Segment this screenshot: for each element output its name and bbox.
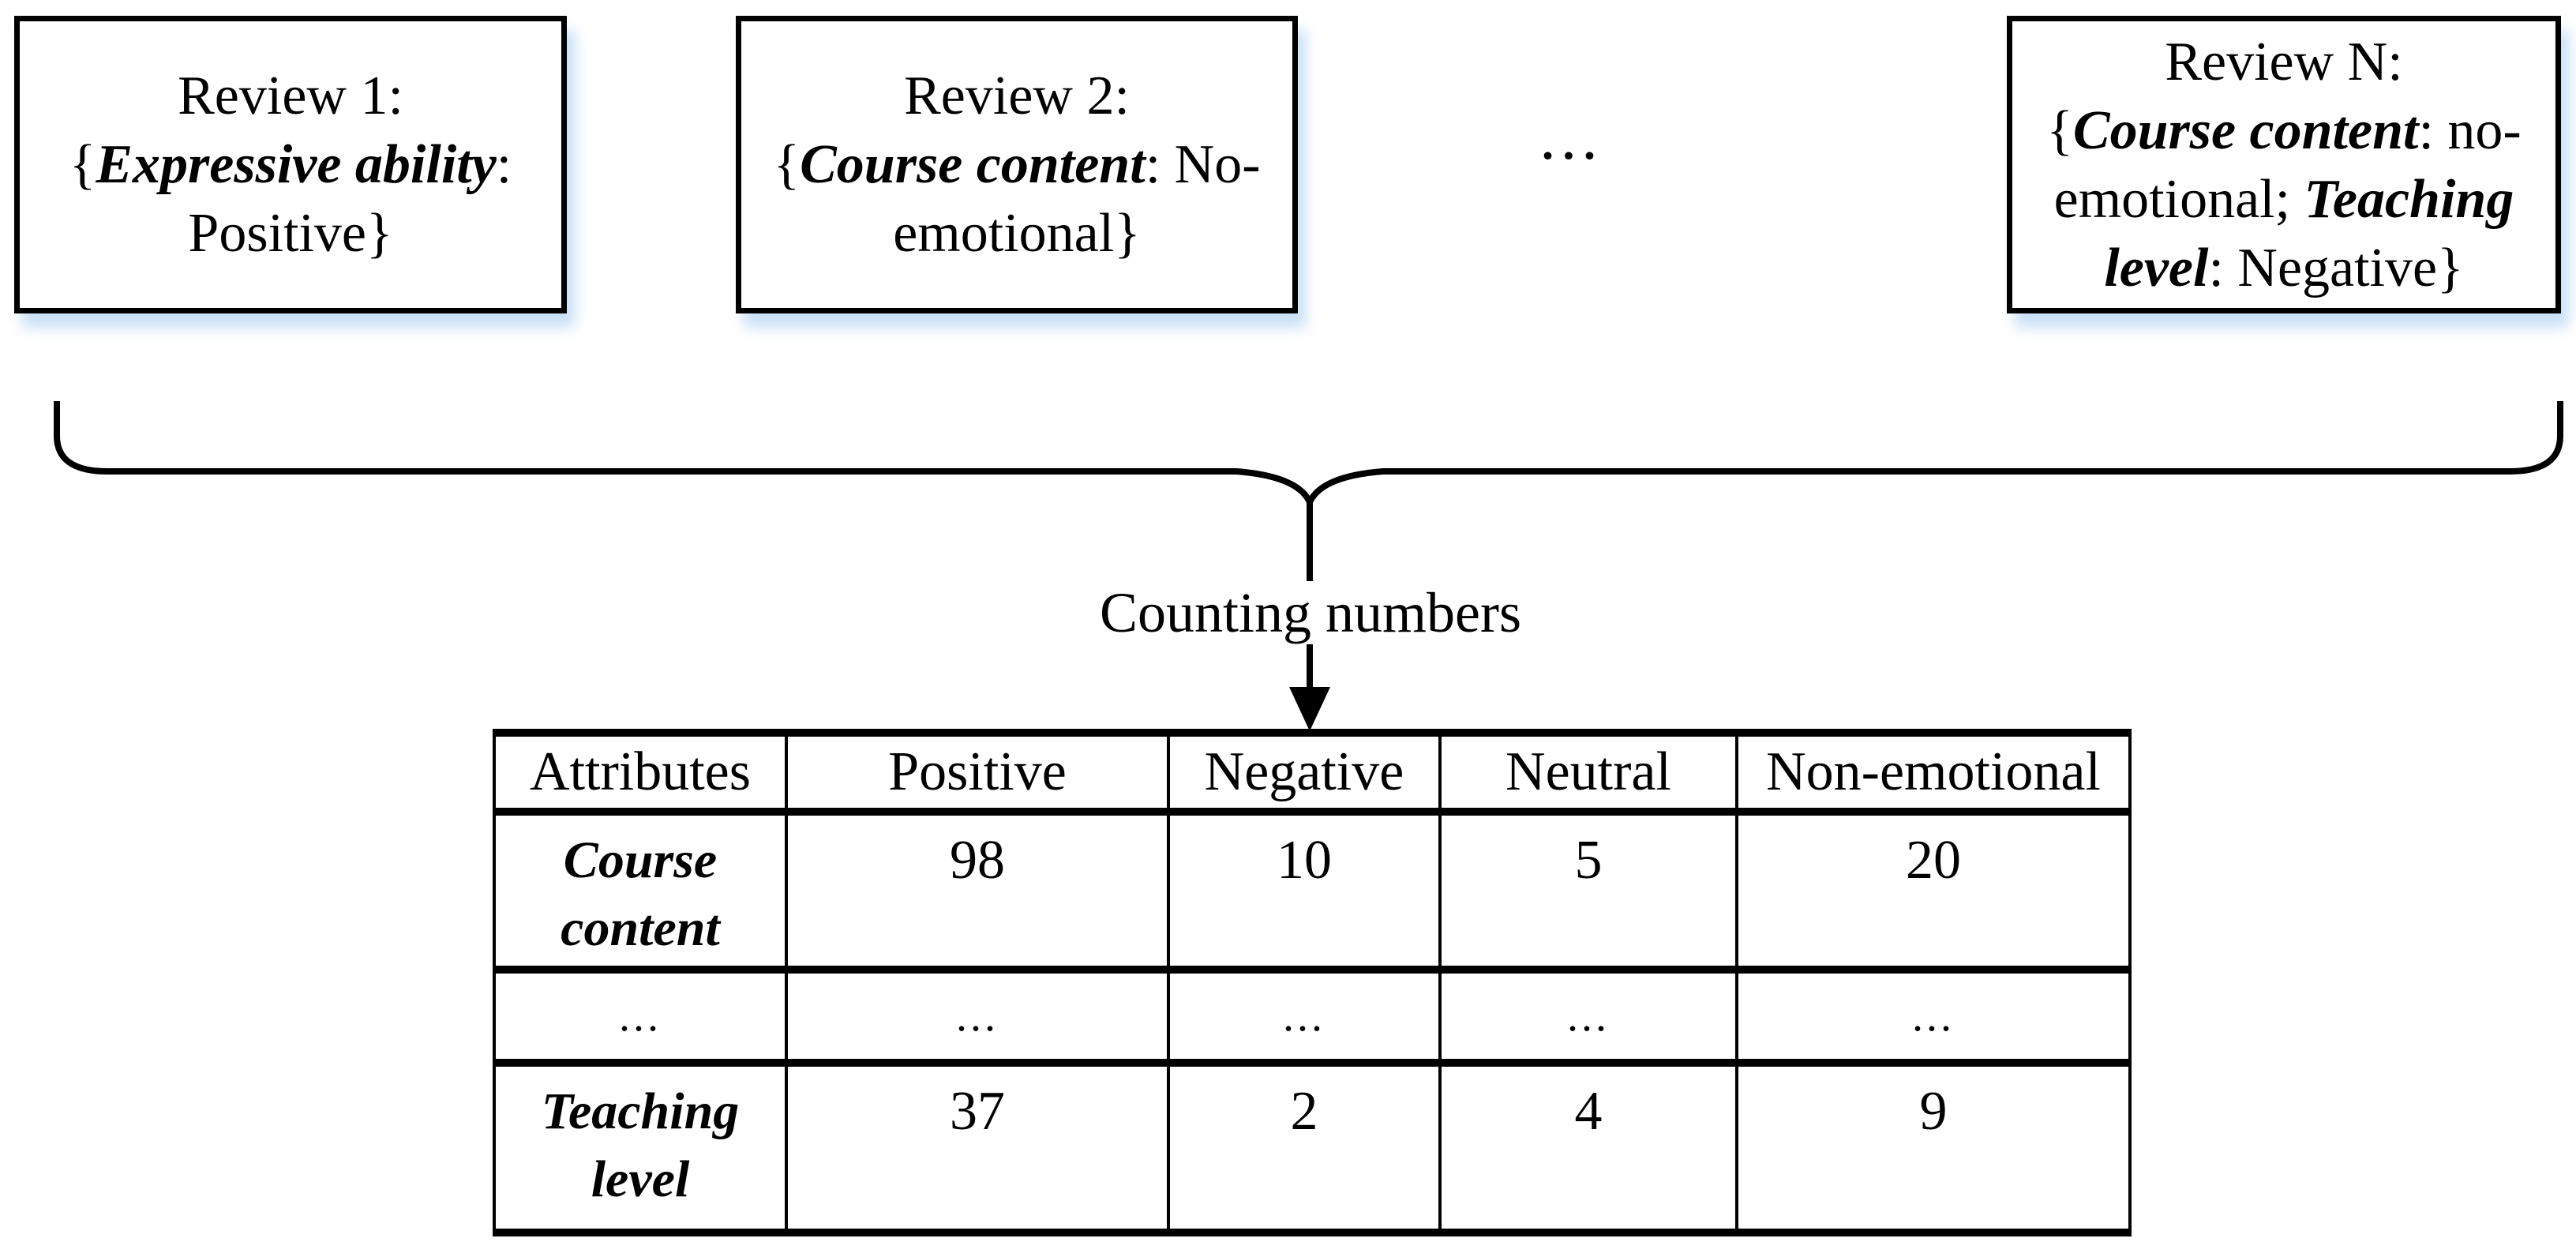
- counts-table: Attributes Positive Negative Neutral Non…: [493, 729, 2132, 1236]
- table-cell: ...: [1738, 974, 2128, 1067]
- table-header-positive: Positive: [788, 737, 1170, 816]
- colon-value: : no-: [2418, 99, 2522, 161]
- table-header-neutral: Neutral: [1442, 737, 1738, 816]
- review-n-attribute-line-2: emotional; Teaching: [2012, 165, 2555, 234]
- table-cell: 98: [788, 816, 1170, 974]
- table-row-attribute: Course content: [496, 816, 788, 974]
- table-cell: ...: [788, 974, 1170, 1067]
- review-2-sentiment-line: emotional}: [741, 199, 1292, 268]
- review-box-n: Review N: {Course content: no- emotional…: [2007, 16, 2561, 313]
- review-n-attribute-2b: level: [2104, 237, 2209, 298]
- colon: :: [496, 134, 512, 195]
- table-cell: 2: [1170, 1067, 1442, 1229]
- review-1-title-line: Review 1:: [20, 62, 561, 130]
- review-box-1: Review 1: {Expressive ability: Positive}: [14, 16, 567, 313]
- review-1-title: Review 1:: [178, 66, 403, 126]
- table-header-attributes: Attributes: [496, 737, 788, 816]
- table-header-non-emotional: Non-emotional: [1738, 737, 2128, 816]
- review-1-sentiment-line: Positive}: [20, 199, 561, 268]
- colon-value: : Negative}: [2208, 237, 2464, 298]
- review-n-attribute-2: Teaching: [2304, 168, 2514, 230]
- underbrace-path: [54, 401, 2563, 510]
- table-cell: 10: [1170, 816, 1442, 974]
- table-header-negative: Negative: [1170, 737, 1442, 816]
- review-2-attribute-line: {Course content: No-: [741, 130, 1292, 199]
- colon-value: : No-: [1145, 134, 1261, 195]
- review-box-2: Review 2: {Course content: No- emotional…: [736, 16, 1298, 313]
- table-cell: ...: [1442, 974, 1738, 1067]
- open-brace: {: [69, 134, 96, 195]
- table-row-attribute: Teaching level: [496, 1067, 788, 1229]
- review-n-attribute-1: Course content: [2072, 99, 2419, 161]
- arrowhead-icon: [1289, 687, 1330, 731]
- review-n-title: Review N:: [2165, 31, 2403, 92]
- review-2-title-line: Review 2:: [741, 62, 1292, 130]
- ellipsis-between-boxes: ...: [1539, 101, 1603, 173]
- review-n-attribute-line-3: level: Negative}: [2012, 234, 2555, 302]
- table-row-attribute: ...: [496, 974, 788, 1067]
- table-cell: 5: [1442, 816, 1738, 974]
- open-brace: {: [2046, 99, 2073, 161]
- table-cell: 20: [1738, 816, 2128, 974]
- table-cell: 9: [1919, 1081, 1948, 1142]
- review-2-attribute: Course content: [800, 134, 1146, 195]
- table-cell: ...: [1170, 974, 1442, 1067]
- review-2-sentiment: emotional}: [893, 203, 1141, 264]
- open-brace: {: [773, 134, 801, 195]
- value-continued: emotional;: [2053, 168, 2304, 230]
- table-cell: 4: [1442, 1067, 1738, 1229]
- table-cell: 37: [788, 1067, 1170, 1229]
- review-1-attribute-line: {Expressive ability:: [20, 130, 561, 199]
- review-n-attribute-line-1: {Course content: no-: [2012, 96, 2555, 165]
- review-1-sentiment: Positive}: [188, 203, 393, 264]
- review-n-title-line: Review N:: [2012, 28, 2555, 96]
- review-2-title: Review 2:: [904, 66, 1130, 126]
- review-1-attribute: Expressive ability: [96, 134, 497, 195]
- counting-numbers-label: Counting numbers: [1100, 581, 1521, 644]
